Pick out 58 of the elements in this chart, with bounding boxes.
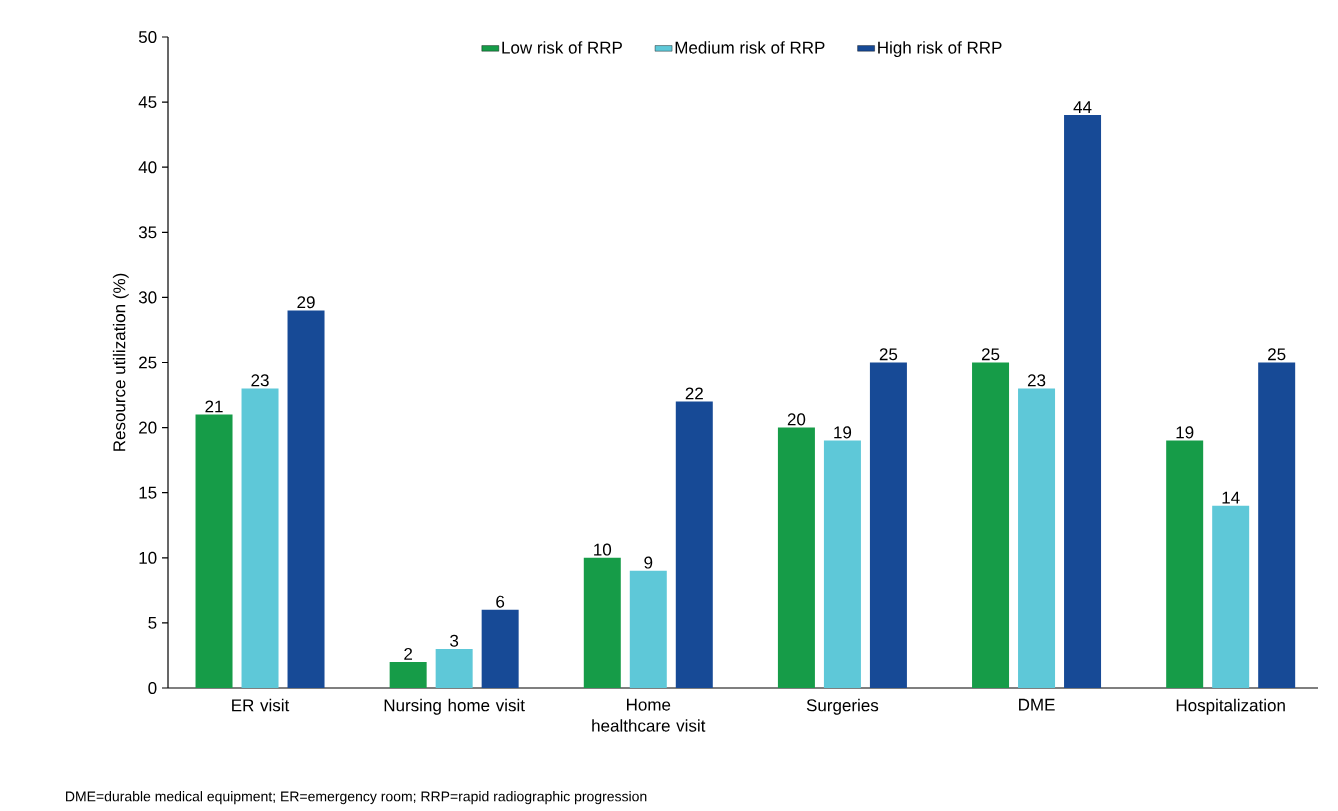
bar [389, 661, 427, 688]
y-axis-title: Resource utilization (%) [112, 273, 129, 451]
bar [629, 570, 667, 688]
data-label: 9 [644, 556, 653, 569]
data-label: 2 [404, 647, 413, 660]
bar [972, 362, 1010, 688]
bar [435, 648, 473, 688]
y-tick-label: 45 [138, 96, 157, 109]
data-label: 25 [981, 348, 1000, 361]
bar [1258, 362, 1296, 688]
bar [1166, 440, 1204, 688]
data-label: 21 [205, 400, 223, 413]
bar [241, 388, 279, 688]
y-tick-label: 10 [139, 551, 157, 564]
data-label: 23 [1027, 374, 1046, 387]
data-label: 19 [834, 426, 852, 439]
legend-label: Medium risk of RRP [675, 41, 825, 54]
bar [1212, 505, 1250, 688]
data-label: 44 [1073, 101, 1092, 113]
x-tick-label: Home healthcare visit [592, 698, 706, 732]
data-label: 14 [1222, 491, 1240, 504]
x-tick-label: Hospitalization [1176, 698, 1285, 715]
y-tick-label: 20 [139, 421, 157, 434]
bar [823, 440, 861, 688]
data-label: 10 [594, 543, 612, 556]
y-tick-label: 5 [148, 616, 157, 629]
data-label: 19 [1176, 426, 1194, 439]
data-label: 29 [297, 296, 315, 309]
data-label: 22 [685, 387, 703, 400]
bar [481, 609, 519, 688]
bar [777, 427, 815, 688]
y-tick-label: 35 [138, 226, 157, 239]
x-tick-label: ER visit [232, 698, 290, 712]
y-tick-label: 25 [139, 356, 157, 369]
bar [1064, 115, 1102, 688]
data-label: 25 [879, 348, 898, 361]
x-tick-label: DME [1019, 698, 1055, 711]
text: DME=durable medical equipment; ER=emergency room; RRP=rapid radiographic progression [66, 791, 647, 805]
data-label: 3 [450, 634, 459, 647]
x-tick-label: Nursing home visit [384, 698, 525, 715]
bar [675, 401, 713, 688]
y-tick-label: 40 [138, 161, 157, 174]
legend-label: High risk of RRP [878, 41, 1002, 58]
y-tick-label: 0 [148, 681, 157, 695]
bar [287, 310, 325, 688]
data-label: 25 [1268, 348, 1286, 361]
y-tick-label: 50 [138, 30, 157, 44]
y-tick-label: 30 [138, 291, 157, 304]
bar [869, 362, 907, 688]
y-tick-label: 15 [139, 486, 157, 499]
bar [1018, 388, 1056, 688]
bar [583, 557, 621, 688]
legend-label: Low risk of RRP [502, 41, 622, 54]
data-label: 23 [251, 374, 269, 387]
data-label: 20 [787, 413, 806, 426]
x-tick-label: Surgeries [806, 698, 879, 715]
data-label: 6 [496, 595, 505, 608]
bar [195, 414, 233, 688]
